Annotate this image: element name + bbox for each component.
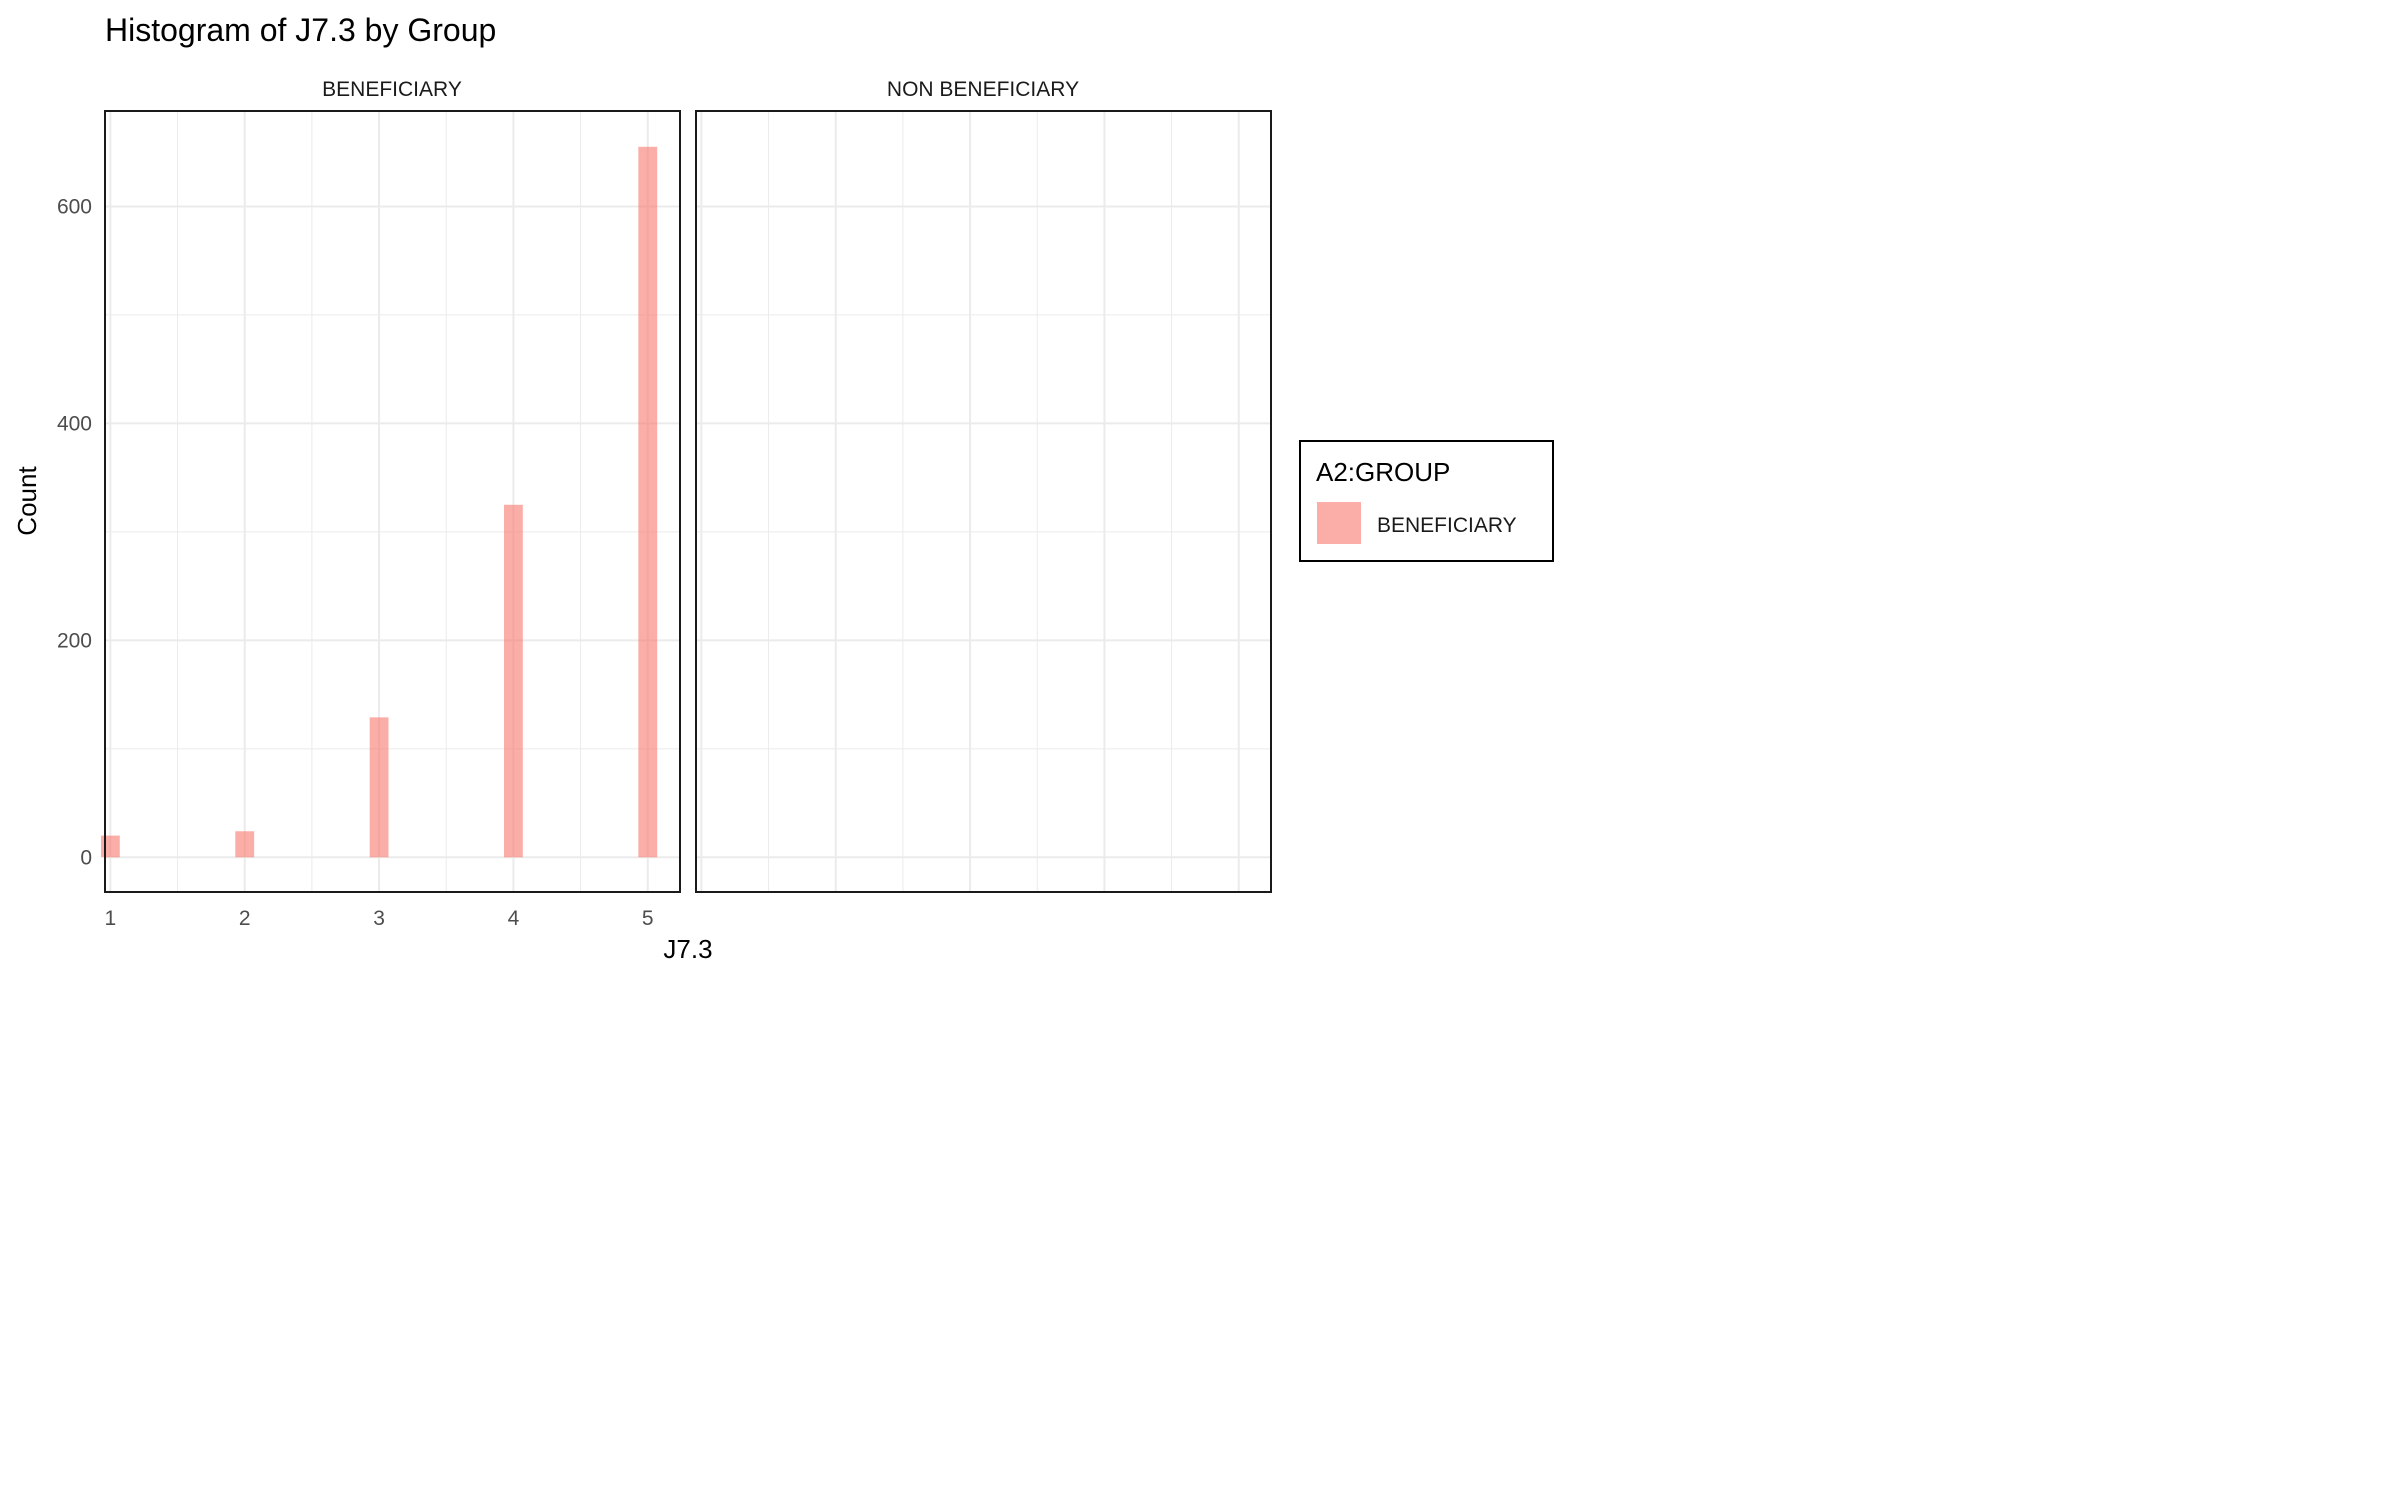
histogram-bar-3 xyxy=(369,717,389,858)
y-axis-title: Count xyxy=(12,466,42,536)
y-tick-label: 0 xyxy=(80,846,92,869)
histogram-bar-4 xyxy=(504,504,523,858)
histogram-bar-1 xyxy=(100,835,120,858)
legend-title: A2:GROUP xyxy=(1316,457,1450,487)
facet-strip-label-beneficiary: BENEFICIARY xyxy=(322,78,462,101)
x-axis-title: J7.3 xyxy=(663,934,712,964)
y-axis-ticks: 0 200 400 600 xyxy=(57,195,92,869)
x-tick-label: 4 xyxy=(508,907,520,930)
chart-container: Histogram of J7.3 by Group BENEFICIARY N… xyxy=(0,0,1568,980)
x-tick-label: 5 xyxy=(642,907,654,930)
histogram-bar-5 xyxy=(638,146,658,858)
legend: A2:GROUP BENEFICIARY xyxy=(1299,440,1554,562)
chart-title: Histogram of J7.3 by Group xyxy=(105,12,496,48)
x-axis-ticks: 1 2 3 4 5 xyxy=(105,907,654,930)
legend-key-beneficiary xyxy=(1317,502,1361,544)
y-tick-label: 200 xyxy=(57,629,92,652)
x-tick-label: 3 xyxy=(373,907,385,930)
legend-label-beneficiary: BENEFICIARY xyxy=(1377,514,1517,537)
y-tick-label: 600 xyxy=(57,195,92,218)
x-tick-label: 1 xyxy=(105,907,117,930)
panel-border xyxy=(695,110,1272,893)
histogram-bar-2 xyxy=(235,831,255,858)
panel-border xyxy=(104,110,681,893)
y-tick-label: 400 xyxy=(57,412,92,435)
x-tick-label: 2 xyxy=(239,907,251,930)
facet-strip-label-non-beneficiary: NON BENEFICIARY xyxy=(887,78,1079,101)
panel-background xyxy=(105,111,680,892)
facet-panel-beneficiary xyxy=(100,110,681,893)
panel-background xyxy=(696,111,1271,892)
facet-panel-non-beneficiary xyxy=(695,110,1272,893)
histogram-chart: Histogram of J7.3 by Group BENEFICIARY N… xyxy=(12,12,1554,964)
